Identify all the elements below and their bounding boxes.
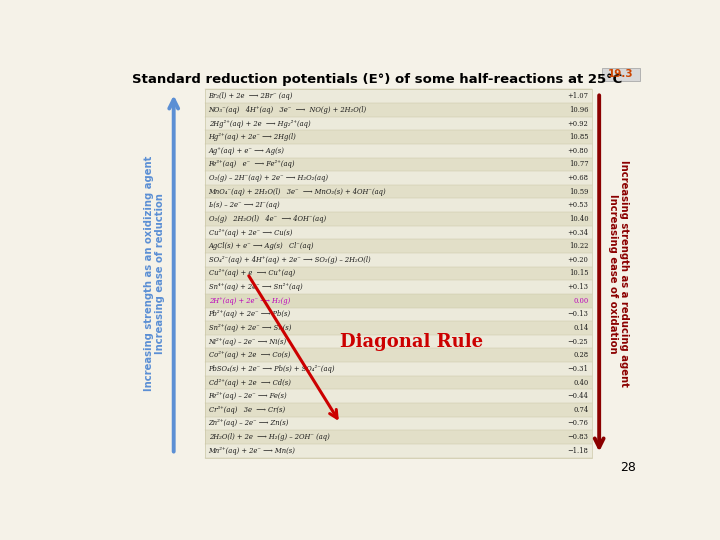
Text: AgCl(s) + e⁻ ⟶ Ag(s)   Cl⁻(aq): AgCl(s) + e⁻ ⟶ Ag(s) Cl⁻(aq) (209, 242, 314, 250)
Text: 0.14: 0.14 (573, 324, 588, 332)
Text: Sn²⁺(aq) + 2e⁻ ⟶ Sn(s): Sn²⁺(aq) + 2e⁻ ⟶ Sn(s) (209, 324, 291, 332)
Text: Cu²⁺(aq) + e  ⟶ Cu⁺(aq): Cu²⁺(aq) + e ⟶ Cu⁺(aq) (209, 269, 294, 278)
Bar (204, 212, 593, 226)
Text: +0.92: +0.92 (567, 119, 588, 127)
Text: −0.25: −0.25 (567, 338, 588, 346)
Text: SO₄²⁻(aq) + 4H⁺(aq) + 2e⁻ ⟶ SO₂(g) – 2H₂O(l): SO₄²⁻(aq) + 4H⁺(aq) + 2e⁻ ⟶ SO₂(g) – 2H₂… (209, 256, 370, 264)
Text: Mn²⁺(aq) + 2e⁻ ⟶ Mn(s): Mn²⁺(aq) + 2e⁻ ⟶ Mn(s) (209, 447, 295, 455)
Text: 10.77: 10.77 (569, 160, 588, 168)
Text: O₂(g)   2H₂O(l)   4e⁻  ⟶ 4OH⁻(aq): O₂(g) 2H₂O(l) 4e⁻ ⟶ 4OH⁻(aq) (209, 215, 325, 223)
Text: Increasing strength as an oxidizing agent: Increasing strength as an oxidizing agen… (144, 156, 154, 391)
Text: −1.18: −1.18 (567, 447, 588, 455)
Bar (204, 199, 593, 212)
Bar (204, 430, 593, 444)
Text: Cd²⁺(aq) + 2e  ⟶ Cd(s): Cd²⁺(aq) + 2e ⟶ Cd(s) (209, 379, 290, 387)
Text: +0.34: +0.34 (567, 228, 588, 237)
Bar (601, 68, 640, 81)
Bar (204, 321, 593, 335)
Bar (204, 294, 593, 308)
Text: 10.59: 10.59 (569, 188, 588, 195)
Text: Standard reduction potentials (E°) of some half-reactions at 25°C: Standard reduction potentials (E°) of so… (132, 72, 622, 85)
Bar (204, 90, 593, 103)
Bar (204, 403, 593, 416)
Text: 28: 28 (621, 462, 636, 475)
Text: −0.83: −0.83 (567, 433, 588, 441)
Text: Increasing ease of reduction: Increasing ease of reduction (155, 193, 165, 354)
Text: Cu²⁺(aq) + 2e⁻ ⟶ Cu(s): Cu²⁺(aq) + 2e⁻ ⟶ Cu(s) (209, 228, 292, 237)
Text: +0.20: +0.20 (567, 256, 588, 264)
Bar (204, 226, 593, 239)
Bar (204, 444, 593, 457)
Text: Co²⁺(aq) + 2e  ⟶ Co(s): Co²⁺(aq) + 2e ⟶ Co(s) (209, 351, 290, 359)
Text: Ni²⁺(aq) – 2e⁻ ⟶ Ni(s): Ni²⁺(aq) – 2e⁻ ⟶ Ni(s) (209, 338, 287, 346)
Text: +1.07: +1.07 (567, 92, 588, 100)
Bar (204, 253, 593, 267)
Text: Sn⁴⁺(aq) + 2e⁻ ⟶ Sn²⁺(aq): Sn⁴⁺(aq) + 2e⁻ ⟶ Sn²⁺(aq) (209, 283, 302, 291)
Text: 2H₂O(l) + 2e  ⟶ H₂(g) – 2OH⁻ (aq): 2H₂O(l) + 2e ⟶ H₂(g) – 2OH⁻ (aq) (209, 433, 329, 441)
Bar (204, 130, 593, 144)
Text: NO₃⁻(aq)   4H⁺(aq)   3e⁻  ⟶  NO(g) + 2H₂O(l): NO₃⁻(aq) 4H⁺(aq) 3e⁻ ⟶ NO(g) + 2H₂O(l) (209, 106, 366, 114)
Text: MnO₄⁻(aq) + 2H₂O(l)   3e⁻  ⟶ MnO₂(s) + 4OH⁻(aq): MnO₄⁻(aq) + 2H₂O(l) 3e⁻ ⟶ MnO₂(s) + 4OH⁻… (209, 188, 386, 195)
Text: 10.40: 10.40 (569, 215, 588, 223)
Text: 0.00: 0.00 (573, 297, 588, 305)
Text: 19.3: 19.3 (608, 70, 634, 79)
Text: 10.22: 10.22 (569, 242, 588, 250)
Text: Diagonal Rule: Diagonal Rule (340, 333, 483, 350)
Text: 10.96: 10.96 (569, 106, 588, 114)
Text: +0.13: +0.13 (567, 283, 588, 291)
Text: Ag⁺(aq) + e⁻ ⟶ Ag(s): Ag⁺(aq) + e⁻ ⟶ Ag(s) (209, 147, 284, 155)
Bar (204, 348, 593, 362)
Text: +0.53: +0.53 (567, 201, 588, 210)
Text: Pb²⁺(aq) + 2e⁻ ⟶ Pb(s): Pb²⁺(aq) + 2e⁻ ⟶ Pb(s) (209, 310, 291, 319)
Text: 10.85: 10.85 (569, 133, 588, 141)
Text: I₂(s) – 2e⁻ ⟶ 2I⁻(aq): I₂(s) – 2e⁻ ⟶ 2I⁻(aq) (209, 201, 280, 210)
Text: Increasing strength as a reducing agent: Increasing strength as a reducing agent (619, 160, 629, 387)
Bar (204, 389, 593, 403)
Text: −0.13: −0.13 (567, 310, 588, 319)
Text: Cr³⁺(aq)   3e  ⟶ Cr(s): Cr³⁺(aq) 3e ⟶ Cr(s) (209, 406, 284, 414)
Bar (204, 280, 593, 294)
Text: 0.28: 0.28 (573, 351, 588, 359)
Bar (204, 239, 593, 253)
Text: O₂(g) – 2H⁻(aq) + 2e⁻ ⟶ H₂O₂(aq): O₂(g) – 2H⁻(aq) + 2e⁻ ⟶ H₂O₂(aq) (209, 174, 328, 182)
Text: 2Hg²⁺(aq) + 2e  ⟶ Hg₂²⁺(aq): 2Hg²⁺(aq) + 2e ⟶ Hg₂²⁺(aq) (209, 119, 310, 127)
Bar (204, 362, 593, 376)
Text: Hg²⁺(aq) + 2e⁻ ⟶ 2Hg(l): Hg²⁺(aq) + 2e⁻ ⟶ 2Hg(l) (209, 133, 297, 141)
Bar (204, 335, 593, 348)
Text: PbSO₄(s) + 2e⁻ ⟶ Pb(s) + SO₄²⁻(aq): PbSO₄(s) + 2e⁻ ⟶ Pb(s) + SO₄²⁻(aq) (209, 365, 335, 373)
Text: Br₂(l) + 2e  ⟶ 2Br⁻ (aq): Br₂(l) + 2e ⟶ 2Br⁻ (aq) (209, 92, 293, 100)
Text: −0.44: −0.44 (567, 392, 588, 400)
Bar (204, 117, 593, 130)
Bar (204, 158, 593, 171)
Text: 0.40: 0.40 (573, 379, 588, 387)
Bar (204, 308, 593, 321)
Text: +0.68: +0.68 (567, 174, 588, 182)
Text: 2H⁺(aq) + 2e⁻ ⟶ H₂(g): 2H⁺(aq) + 2e⁻ ⟶ H₂(g) (209, 297, 290, 305)
Text: −0.31: −0.31 (567, 365, 588, 373)
Text: Fe²⁺(aq) – 2e⁻ ⟶ Fe(s): Fe²⁺(aq) – 2e⁻ ⟶ Fe(s) (209, 392, 287, 400)
Text: 0.74: 0.74 (573, 406, 588, 414)
Bar (204, 376, 593, 389)
Bar (204, 267, 593, 280)
Text: Zn²⁺(aq) – 2e⁻ ⟶ Zn(s): Zn²⁺(aq) – 2e⁻ ⟶ Zn(s) (209, 420, 289, 428)
Bar (204, 185, 593, 199)
Bar (204, 144, 593, 158)
Text: 10.15: 10.15 (569, 269, 588, 278)
Bar (204, 171, 593, 185)
Text: Increasing ease of oxidation: Increasing ease of oxidation (608, 194, 618, 353)
Bar (204, 416, 593, 430)
Text: Fe³⁺(aq)   e⁻  ⟶ Fe²⁺(aq): Fe³⁺(aq) e⁻ ⟶ Fe²⁺(aq) (209, 160, 295, 168)
Text: −0.76: −0.76 (567, 420, 588, 428)
Text: +0.80: +0.80 (567, 147, 588, 155)
Bar (204, 90, 593, 457)
Bar (204, 103, 593, 117)
